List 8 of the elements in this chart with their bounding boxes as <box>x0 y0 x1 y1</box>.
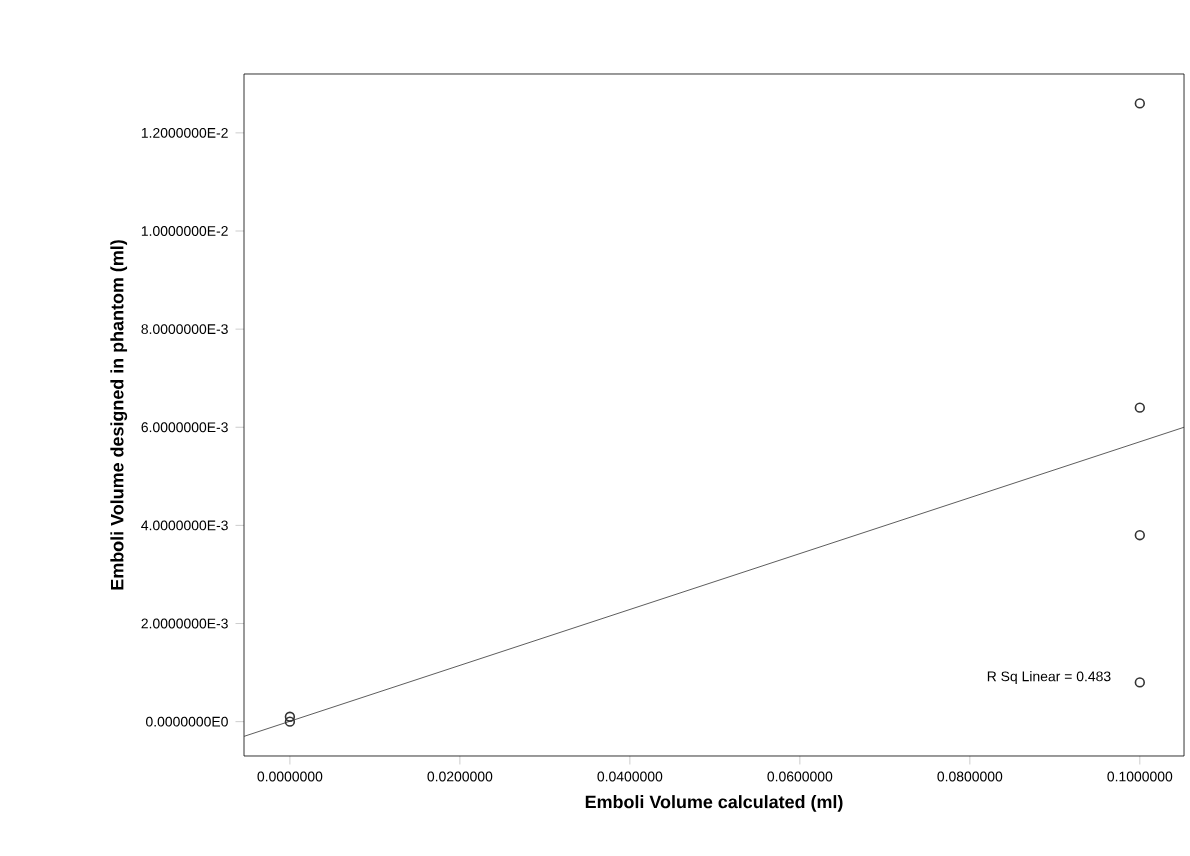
point <box>1134 677 1145 688</box>
point <box>284 716 296 727</box>
point <box>1134 530 1145 541</box>
x-axis-title: Emboli Volume calculated (ml) <box>585 795 843 812</box>
point <box>284 711 296 722</box>
y-axis-title: Emboli Volume designed in phantom (ml) <box>110 240 128 590</box>
point <box>1134 402 1145 413</box>
point <box>1134 98 1145 109</box>
